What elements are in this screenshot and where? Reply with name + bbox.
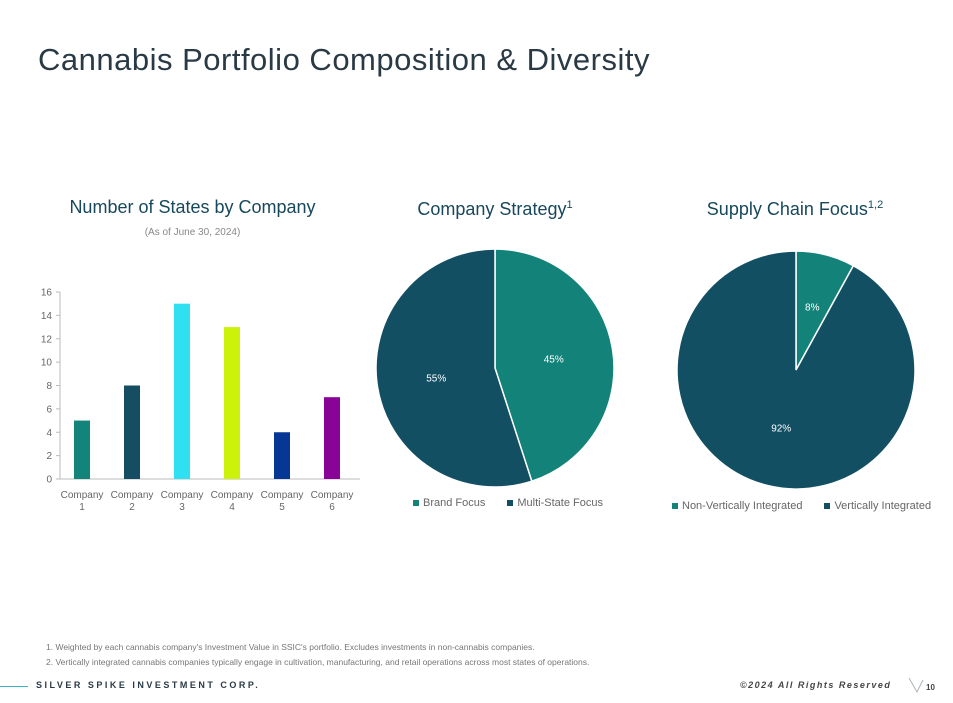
legend-swatch: [672, 503, 678, 510]
slide-title: Cannabis Portfolio Composition & Diversi…: [38, 42, 650, 77]
bar: [124, 385, 140, 479]
supply-chain-title-footnote-ref: 1,2: [867, 199, 884, 211]
legend-item: Brand Focus: [413, 497, 485, 509]
legend-swatch: [507, 500, 514, 507]
x-tick-label-line2: 2: [129, 502, 135, 513]
y-tick-label: 6: [46, 404, 52, 415]
legend-label: Brand Focus: [423, 497, 486, 509]
x-tick-label: Company: [311, 490, 354, 501]
supply-chain-chart-title: Supply Chain Focus1,2: [680, 199, 910, 220]
legend-swatch: [824, 503, 831, 510]
footer-company-name: SILVER SPIKE INVESTMENT CORP.: [36, 680, 261, 690]
footer-accent-line: [0, 686, 28, 687]
x-tick-label: Company: [161, 490, 204, 501]
y-tick-label: 2: [46, 451, 52, 462]
bar-chart-subtitle: (As of June 30, 2024): [144, 227, 241, 238]
bar: [174, 303, 190, 479]
page-number: 10: [926, 683, 935, 692]
strategy-chart-title: Company Strategy1: [380, 199, 610, 220]
supply-chain-chart-title-text: Supply Chain Focus: [706, 199, 868, 219]
y-tick-label: 8: [46, 381, 52, 392]
bar: [224, 327, 240, 479]
bar: [324, 397, 340, 479]
legend-item: Non-Vertically Integrated: [672, 500, 802, 512]
pie-data-label: 45%: [544, 355, 564, 366]
pie-data-label: 8%: [805, 303, 820, 314]
bar: [74, 420, 90, 479]
pie-slice: [676, 250, 916, 490]
y-tick-label: 4: [46, 428, 52, 439]
strategy-legend: Brand Focus Multi-State Focus: [413, 497, 603, 509]
x-tick-label: Company: [261, 490, 304, 501]
x-tick-label-line2: 3: [179, 502, 185, 513]
x-tick-label: Company: [111, 490, 154, 501]
legend-label: Non-Vertically Integrated: [682, 500, 803, 512]
y-tick-label: 0: [46, 475, 52, 486]
x-tick-label-line2: 6: [329, 502, 335, 513]
x-tick-label: Company: [61, 490, 104, 501]
legend-item: Vertically Integrated: [824, 500, 931, 512]
footnote-1: 1. Weighted by each cannabis company's I…: [46, 642, 535, 652]
footnote-2: 2. Vertically integrated cannabis compan…: [46, 657, 590, 667]
x-tick-label-line2: 1: [79, 502, 85, 513]
corner-check-icon: [908, 677, 924, 694]
strategy-title-footnote-ref: 1: [566, 199, 573, 211]
supply-chain-pie-chart: 8% 92%: [676, 250, 916, 490]
y-tick-label: 16: [41, 288, 53, 299]
x-tick-label-line2: 4: [229, 502, 235, 513]
legend-item: Multi-State Focus: [507, 497, 603, 509]
legend-label: Multi-State Focus: [517, 497, 603, 509]
pie-slice: [375, 248, 533, 488]
x-tick-label: Company: [211, 490, 254, 501]
pie-data-label: 92%: [771, 424, 791, 435]
y-tick-label: 10: [41, 358, 53, 369]
pie-slice: [494, 248, 615, 483]
x-tick-label-line2: 5: [279, 502, 285, 513]
strategy-pie-chart: 45% 55%: [375, 248, 615, 488]
pie-data-label: 55%: [426, 373, 446, 384]
y-tick-label: 14: [41, 311, 53, 322]
footnotes: 1. Weighted by each cannabis company's I…: [46, 640, 589, 670]
bar-chart-title-text: Number of States by Company: [69, 197, 316, 217]
legend-swatch: [413, 500, 419, 507]
bar: [274, 432, 290, 479]
y-tick-label: 12: [41, 334, 53, 345]
footer-copyright: ©2024 All Rights Reserved: [740, 680, 892, 690]
bar-chart: 0246810121416Company1Company2Company3Com…: [41, 288, 360, 513]
supply-chain-legend: Non-Vertically Integrated Vertically Int…: [672, 500, 931, 512]
strategy-chart-title-text: Company Strategy: [417, 199, 567, 219]
legend-label: Vertically Integrated: [834, 500, 932, 512]
bar-chart-title: Number of States by Company: [40, 197, 345, 218]
